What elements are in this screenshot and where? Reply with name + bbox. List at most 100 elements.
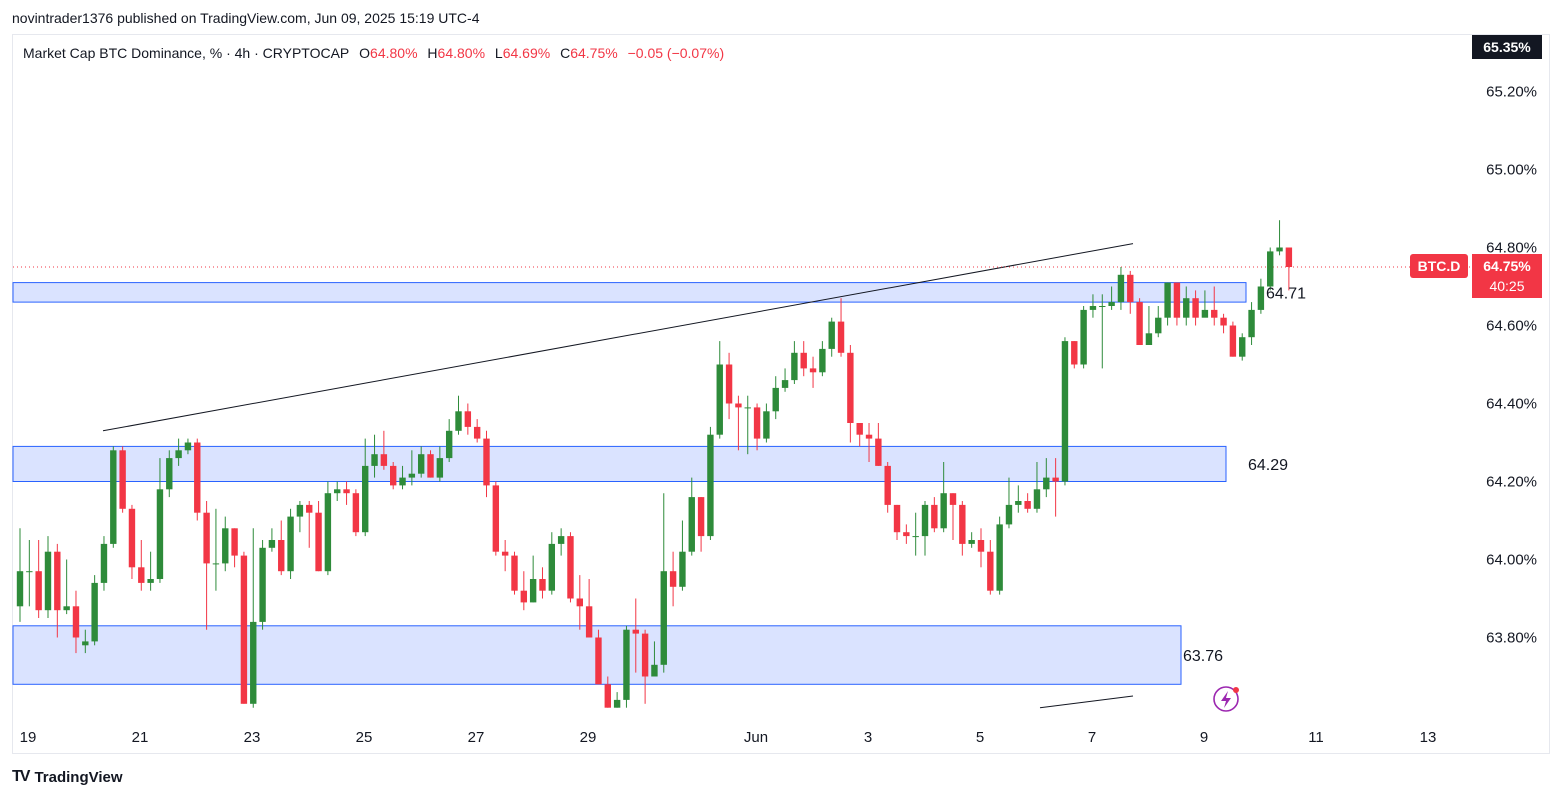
candle: [166, 450, 173, 498]
candle-body: [660, 571, 667, 665]
candle-body: [483, 438, 490, 486]
candle: [1257, 278, 1265, 314]
symbol-tag-text: BTC.D: [1418, 258, 1461, 274]
candle: [147, 551, 154, 591]
candle: [1117, 267, 1125, 310]
candle: [362, 438, 369, 537]
candle-body: [567, 536, 574, 599]
candle: [688, 477, 695, 556]
candle-body: [837, 321, 845, 353]
candle: [464, 403, 472, 435]
candle: [819, 341, 826, 377]
candle-body: [1164, 282, 1171, 318]
candle-body: [427, 454, 434, 478]
symbol-tag-bg: [1410, 254, 1468, 278]
candle: [529, 555, 537, 603]
candle-body: [166, 458, 173, 490]
candle: [828, 317, 835, 357]
candle: [1248, 302, 1255, 345]
candles-layer: [16, 220, 1293, 708]
candle-body: [1033, 489, 1041, 509]
candle-body: [1015, 501, 1022, 505]
symbol-legend: Market Cap BTC Dominance, % · 4h · CRYPT…: [23, 45, 724, 61]
candle: [1145, 306, 1153, 345]
candle-body: [819, 348, 826, 373]
candle-body: [1005, 504, 1013, 525]
candle: [436, 446, 444, 482]
candle: [744, 395, 751, 455]
candle: [1024, 493, 1031, 513]
brand-name: TradingView: [34, 768, 123, 786]
candle-body: [884, 465, 891, 505]
candle: [380, 430, 388, 470]
candle-body: [875, 438, 882, 466]
candle: [194, 438, 201, 521]
candle-body: [1155, 317, 1162, 334]
candle-body: [203, 512, 210, 564]
candle-body: [1052, 477, 1059, 482]
candle: [100, 536, 108, 591]
candle-body: [1099, 306, 1106, 307]
candle-body: [865, 434, 873, 439]
candle-body: [604, 684, 611, 708]
candle: [483, 430, 490, 498]
candle-body: [184, 442, 192, 451]
candle-body: [362, 465, 369, 533]
candle: [1005, 477, 1013, 529]
candle-body: [278, 540, 285, 572]
candle: [352, 489, 360, 537]
candle-body: [35, 571, 42, 611]
candle: [651, 641, 658, 677]
candle-body: [1220, 317, 1227, 326]
candle-body: [940, 493, 947, 529]
candle-body: [1061, 341, 1069, 482]
x-axis-ticks: 19 21 23 25 27 29 Jun 3 5 7 9 11 13: [20, 729, 1437, 746]
candle: [306, 501, 313, 548]
candle: [334, 481, 341, 501]
candle: [987, 540, 994, 595]
candle: [697, 497, 705, 552]
last-price-tag-value: 64.75%: [1483, 258, 1531, 274]
candle-body: [492, 485, 500, 552]
candle: [268, 528, 276, 552]
candle: [35, 540, 42, 618]
candle: [716, 341, 723, 439]
candle-body: [977, 540, 985, 552]
candle: [390, 462, 397, 490]
candle-body: [1201, 309, 1209, 318]
candle: [445, 419, 453, 462]
candle-body: [231, 528, 238, 556]
candle-body: [641, 633, 649, 677]
candle: [781, 368, 789, 392]
candle-body: [996, 524, 1003, 591]
candle-body: [511, 555, 518, 591]
x-tick-label: 21: [132, 729, 149, 746]
candle: [576, 575, 583, 630]
lightning-icon[interactable]: [1213, 686, 1239, 712]
x-tick-label: 9: [1200, 729, 1208, 746]
candle-body: [343, 489, 350, 494]
candle-body: [464, 411, 472, 427]
candle-body: [1043, 477, 1050, 490]
candle: [875, 423, 882, 466]
candle-body: [548, 543, 556, 591]
tradingview-logo-icon: TV: [12, 768, 31, 785]
candle-body: [91, 582, 98, 642]
last-price-tag-bg: [1472, 254, 1542, 298]
candle: [1276, 220, 1283, 256]
candle-body: [539, 579, 546, 591]
candle: [1015, 485, 1022, 513]
candle-body: [473, 426, 481, 439]
y-tick-label: 65.00%: [1486, 162, 1537, 179]
candle: [1220, 313, 1227, 334]
candle-body: [408, 473, 416, 478]
candle: [82, 629, 89, 654]
last-price-tag-countdown: 40:25: [1489, 278, 1524, 294]
y-tick-label: 64.40%: [1486, 396, 1537, 413]
candle-body: [828, 321, 835, 349]
footer-brand[interactable]: TV TradingView: [12, 768, 123, 786]
zone-label: 63.76: [1183, 648, 1223, 665]
candle: [417, 446, 425, 478]
candle: [735, 395, 742, 451]
